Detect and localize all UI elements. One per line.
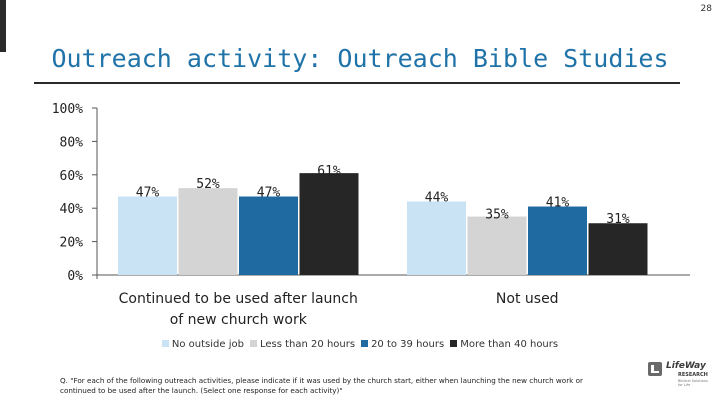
bar-more-than-40-hours-1 bbox=[588, 223, 648, 275]
chart-labels: 47% 44% 52% 35% 47% 41% 61% 31% Continued to be … bbox=[119, 164, 630, 328]
y-tick-label: 100% bbox=[52, 102, 83, 117]
legend-label: More than 40 hours bbox=[460, 339, 559, 350]
bar-more-than-40-hours-0 bbox=[299, 173, 359, 275]
legend-label: No outside job bbox=[171, 339, 244, 350]
data-label: 44% bbox=[425, 191, 449, 206]
data-label: 61% bbox=[317, 164, 341, 179]
legend-item: No outside job bbox=[161, 339, 244, 350]
slide-title: Outreach activity: Outreach Bible Studie… bbox=[51, 44, 669, 73]
legend-item: Less than 20 hours bbox=[249, 339, 356, 350]
y-tick-label: 40% bbox=[60, 202, 84, 217]
category-label: Not used bbox=[496, 291, 559, 307]
survey-question-footnote: Q. "For each of the following outreach a… bbox=[60, 376, 583, 395]
y-tick-label: 0% bbox=[67, 269, 83, 284]
data-label: 41% bbox=[546, 196, 570, 211]
logo-text-tagline: Biblical Solutions for Life bbox=[678, 379, 708, 387]
lifeway-logo-icon bbox=[648, 362, 662, 376]
bar-no-outside-job-1 bbox=[407, 201, 466, 275]
y-tick-label: 80% bbox=[60, 135, 84, 150]
logo-text-lifeway: LifeWay bbox=[666, 361, 706, 371]
legend-swatch bbox=[161, 340, 169, 347]
page-number: 28 bbox=[700, 4, 712, 14]
legend-item: More than 40 hours bbox=[450, 339, 558, 350]
data-label: 31% bbox=[606, 212, 630, 227]
legend-swatch bbox=[361, 340, 369, 347]
legend-item: 20 to 39 hours bbox=[361, 339, 444, 350]
legend-label: 20 to 39 hours bbox=[371, 339, 445, 350]
bar-no-outside-job-0 bbox=[118, 196, 177, 275]
data-label: 47% bbox=[136, 186, 160, 201]
data-label: 52% bbox=[196, 177, 220, 192]
category-label: Continued to be used after launch bbox=[119, 291, 358, 307]
title-underline bbox=[34, 82, 680, 84]
bar-20-to-39-hours-1 bbox=[528, 206, 587, 275]
lifeway-research-logo: LifeWay RESEARCH Biblical Solutions for … bbox=[648, 360, 710, 396]
chart-legend: No outside job Less than 20 hours 20 to 39… bbox=[0, 339, 720, 350]
legend-label: Less than 20 hours bbox=[259, 339, 356, 350]
bar-less-than-20-hours-0 bbox=[178, 188, 238, 275]
legend-swatch bbox=[450, 340, 458, 347]
legend-swatch bbox=[249, 340, 257, 347]
bar-20-to-39-hours-0 bbox=[239, 196, 298, 275]
y-tick-label: 60% bbox=[60, 169, 84, 184]
bar-less-than-20-hours-1 bbox=[467, 216, 527, 275]
data-label: 35% bbox=[485, 208, 509, 223]
y-tick-label: 20% bbox=[60, 236, 84, 251]
data-label: 47% bbox=[257, 186, 281, 201]
left-accent-bar bbox=[0, 0, 6, 52]
category-label: of new church work bbox=[170, 312, 308, 328]
logo-text-research: RESEARCH bbox=[678, 372, 708, 378]
chart-bars bbox=[118, 173, 648, 275]
